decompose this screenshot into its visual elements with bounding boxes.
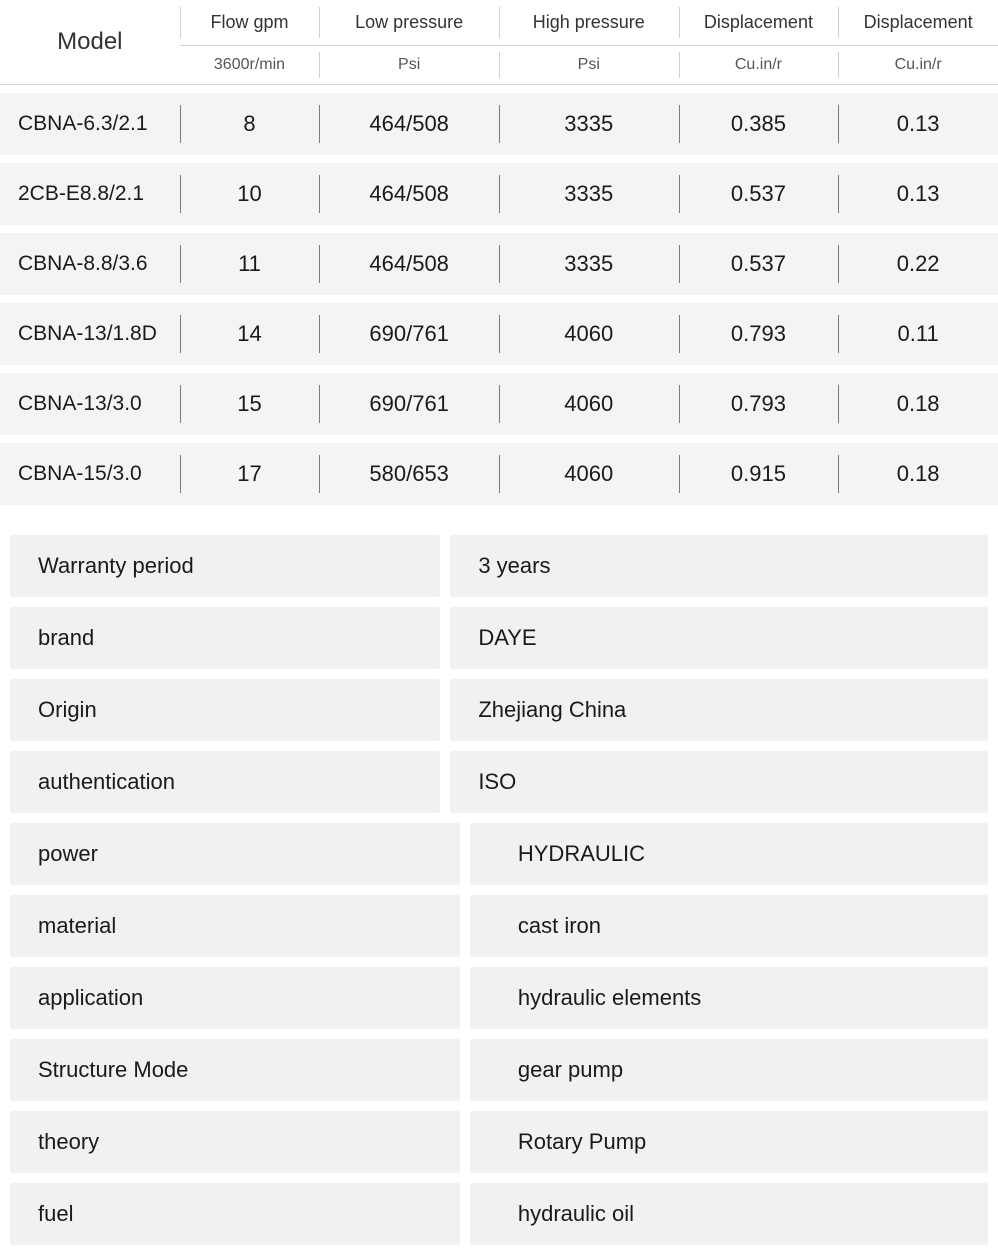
unit-flow: 3600r/min [180, 46, 320, 85]
cell-model: CBNA-8.8/3.6 [0, 225, 180, 295]
cell-model: CBNA-6.3/2.1 [0, 85, 180, 155]
cell-disp1: 0.537 [679, 155, 839, 225]
cell-flow: 17 [180, 435, 320, 505]
table-row: CBNA-8.8/3.611464/50833350.5370.22 [0, 225, 998, 295]
cell-high_pressure: 4060 [499, 435, 679, 505]
attr-value: hydraulic oil [470, 1183, 988, 1245]
attr-label: material [10, 895, 460, 957]
header-model: Model [0, 0, 180, 85]
attr-value: Rotary Pump [470, 1111, 988, 1173]
cell-high_pressure: 3335 [499, 85, 679, 155]
attr-label: Warranty period [10, 535, 440, 597]
cell-low_pressure: 580/653 [319, 435, 499, 505]
cell-low_pressure: 690/761 [319, 365, 499, 435]
attr-value: 3 years [450, 535, 988, 597]
attr-label: theory [10, 1111, 460, 1173]
attr-row: brandDAYE [10, 607, 988, 669]
cell-disp2: 0.13 [838, 85, 998, 155]
header-low-pressure: Low pressure [319, 0, 499, 46]
unit-disp1: Cu.in/r [679, 46, 839, 85]
attr-label: application [10, 967, 460, 1029]
attr-row: powerHYDRAULIC [10, 823, 988, 885]
spec-table-body: CBNA-6.3/2.18464/50833350.3850.132CB-E8.… [0, 85, 998, 505]
table-row: CBNA-6.3/2.18464/50833350.3850.13 [0, 85, 998, 155]
attr-row: authenticationISO [10, 751, 988, 813]
cell-low_pressure: 464/508 [319, 155, 499, 225]
cell-model: 2CB-E8.8/2.1 [0, 155, 180, 225]
cell-disp2: 0.22 [838, 225, 998, 295]
attr-row: applicationhydraulic elements [10, 967, 988, 1029]
cell-flow: 14 [180, 295, 320, 365]
table-row: CBNA-13/3.015690/76140600.7930.18 [0, 365, 998, 435]
attr-label: Structure Mode [10, 1039, 460, 1101]
cell-model: CBNA-13/1.8D [0, 295, 180, 365]
attr-row: Warranty period3 years [10, 535, 988, 597]
spec-table: Model Flow gpm Low pressure High pressur… [0, 0, 998, 505]
attr-row: Structure Modegear pump [10, 1039, 988, 1101]
attr-label: fuel [10, 1183, 460, 1245]
attr-label: brand [10, 607, 440, 669]
header-disp1: Displacement [679, 0, 839, 46]
cell-disp1: 0.793 [679, 365, 839, 435]
cell-flow: 8 [180, 85, 320, 155]
cell-disp1: 0.385 [679, 85, 839, 155]
attr-row: theoryRotary Pump [10, 1111, 988, 1173]
spec-table-head: Model Flow gpm Low pressure High pressur… [0, 0, 998, 85]
unit-disp2: Cu.in/r [838, 46, 998, 85]
attr-label: authentication [10, 751, 440, 813]
attr-value: HYDRAULIC [470, 823, 988, 885]
attr-value: ISO [450, 751, 988, 813]
unit-high-pressure: Psi [499, 46, 679, 85]
attr-value: gear pump [470, 1039, 988, 1101]
cell-disp1: 0.537 [679, 225, 839, 295]
cell-low_pressure: 464/508 [319, 225, 499, 295]
table-row: 2CB-E8.8/2.110464/50833350.5370.13 [0, 155, 998, 225]
attr-label: power [10, 823, 460, 885]
cell-high_pressure: 4060 [499, 365, 679, 435]
cell-low_pressure: 464/508 [319, 85, 499, 155]
cell-model: CBNA-13/3.0 [0, 365, 180, 435]
attr-value: hydraulic elements [470, 967, 988, 1029]
header-row-1: Model Flow gpm Low pressure High pressur… [0, 0, 998, 46]
attributes-section: Warranty period3 yearsbrandDAYEOriginZhe… [0, 535, 998, 1245]
cell-disp2: 0.13 [838, 155, 998, 225]
attr-value: DAYE [450, 607, 988, 669]
cell-disp2: 0.18 [838, 435, 998, 505]
table-row: CBNA-15/3.017580/65340600.9150.18 [0, 435, 998, 505]
cell-model: CBNA-15/3.0 [0, 435, 180, 505]
header-flow: Flow gpm [180, 0, 320, 46]
unit-low-pressure: Psi [319, 46, 499, 85]
cell-high_pressure: 3335 [499, 155, 679, 225]
header-high-pressure: High pressure [499, 0, 679, 46]
cell-flow: 10 [180, 155, 320, 225]
cell-high_pressure: 3335 [499, 225, 679, 295]
cell-disp1: 0.793 [679, 295, 839, 365]
cell-flow: 15 [180, 365, 320, 435]
attr-row: fuelhydraulic oil [10, 1183, 988, 1245]
cell-disp2: 0.18 [838, 365, 998, 435]
cell-disp2: 0.11 [838, 295, 998, 365]
cell-disp1: 0.915 [679, 435, 839, 505]
attr-value: Zhejiang China [450, 679, 988, 741]
attr-row: OriginZhejiang China [10, 679, 988, 741]
attr-label: Origin [10, 679, 440, 741]
table-row: CBNA-13/1.8D14690/76140600.7930.11 [0, 295, 998, 365]
attr-value: cast iron [470, 895, 988, 957]
header-disp2: Displacement [838, 0, 998, 46]
cell-flow: 11 [180, 225, 320, 295]
cell-high_pressure: 4060 [499, 295, 679, 365]
attr-row: materialcast iron [10, 895, 988, 957]
cell-low_pressure: 690/761 [319, 295, 499, 365]
